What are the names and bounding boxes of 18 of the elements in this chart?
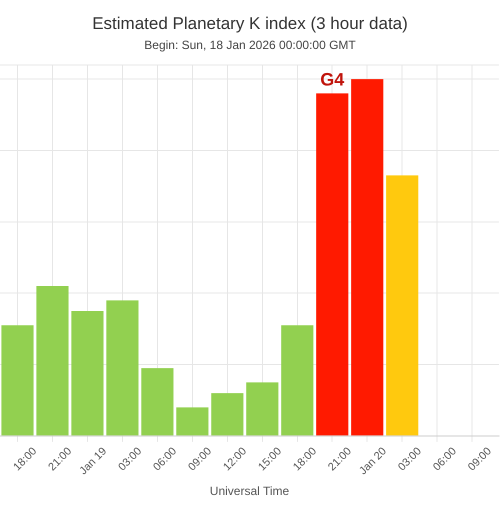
x-axis-title: Universal Time xyxy=(210,484,290,498)
bar xyxy=(246,382,278,436)
bar xyxy=(281,325,314,436)
bar xyxy=(316,93,348,436)
bar xyxy=(176,407,208,436)
bar xyxy=(351,79,384,436)
chart-title: Estimated Planetary K index (3 hour data) xyxy=(92,14,408,33)
bar xyxy=(36,286,69,436)
bar xyxy=(141,368,174,436)
bar xyxy=(106,300,138,436)
annotation: G4 xyxy=(320,69,344,90)
bar xyxy=(71,311,104,436)
bar xyxy=(386,175,418,436)
x-tick-label: Jan 19 xyxy=(77,445,110,478)
bar xyxy=(1,325,34,436)
chart-subtitle: Begin: Sun, 18 Jan 2026 00:00:00 GMT xyxy=(144,38,356,52)
x-tick-label: Jan 20 xyxy=(357,445,389,478)
bar xyxy=(211,393,244,436)
